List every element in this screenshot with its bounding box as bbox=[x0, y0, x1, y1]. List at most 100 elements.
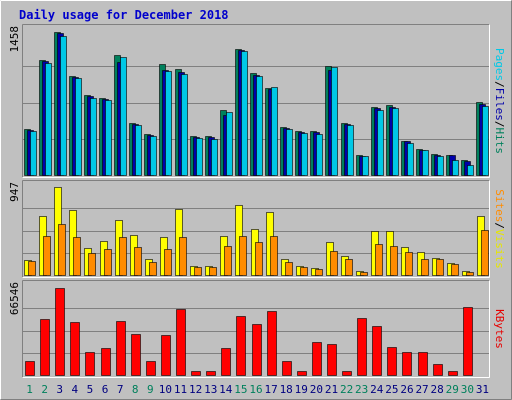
day-label: 4 bbox=[72, 383, 79, 396]
hits-bar-pages-day-29 bbox=[452, 160, 459, 176]
visits-bar-sites-day-30 bbox=[466, 272, 474, 276]
hits-bar-pages-day-25 bbox=[392, 108, 399, 176]
day-axis-labels: 1 2 3 4 5 6 7 8 9 10 11 12 13 14 15 16 17 18 19 20 21 22 23 24 2… bbox=[26, 383, 489, 396]
hits-bar-pages-day-5 bbox=[90, 98, 97, 176]
day-label: 14 bbox=[219, 383, 233, 396]
kbytes-bar-kbytes-day-27 bbox=[418, 352, 428, 376]
kbytes-bar-kbytes-day-22 bbox=[342, 371, 352, 376]
hits-bar-pages-day-9 bbox=[150, 136, 157, 176]
day-label: 26 bbox=[400, 383, 413, 396]
kbytes-bar-kbytes-day-9 bbox=[146, 361, 156, 376]
day-label: 28 bbox=[431, 383, 444, 396]
day-label: 8 bbox=[132, 383, 139, 396]
kbytes-bar-kbytes-day-10 bbox=[161, 335, 171, 376]
visits-bar-sites-day-14 bbox=[224, 246, 232, 276]
visits-bar-sites-day-29 bbox=[451, 264, 459, 276]
kbytes-bar-kbytes-day-29 bbox=[448, 371, 458, 376]
day-label: 11 bbox=[174, 383, 187, 396]
hits-bar-pages-day-7 bbox=[120, 57, 127, 176]
day-label: 20 bbox=[310, 383, 323, 396]
day-label: 18 bbox=[280, 383, 293, 396]
visits-bar-sites-day-21 bbox=[330, 251, 338, 276]
hits-bar-pages-day-10 bbox=[165, 71, 172, 176]
hits-max-label: 1458 bbox=[8, 26, 21, 53]
kbytes-bar-kbytes-day-7 bbox=[116, 321, 126, 376]
visits-bar-sites-day-25 bbox=[390, 246, 398, 276]
kbytes-bar-kbytes-day-12 bbox=[191, 371, 201, 376]
kbytes-bar-kbytes-day-6 bbox=[101, 348, 111, 376]
visits-bar-sites-day-28 bbox=[436, 259, 444, 276]
hits-bar-pages-day-19 bbox=[301, 133, 308, 176]
visits-bar-sites-day-31 bbox=[481, 230, 489, 276]
hits-bar-pages-day-6 bbox=[105, 100, 112, 176]
visits-bar-sites-day-9 bbox=[149, 262, 157, 276]
day-label: 29 bbox=[446, 383, 459, 396]
visits-bar-sites-day-4 bbox=[73, 237, 81, 276]
kbytes-bar-kbytes-day-11 bbox=[176, 309, 186, 376]
visits-legend-item: Sites bbox=[493, 189, 506, 222]
hits-legend-item: Hits bbox=[493, 128, 506, 155]
kbytes-panel: 66546 KBytes bbox=[8, 280, 506, 378]
kbytes-bar-kbytes-day-19 bbox=[297, 371, 307, 376]
day-label: 17 bbox=[264, 383, 277, 396]
visits-bar-sites-day-8 bbox=[134, 247, 142, 276]
day-label: 27 bbox=[415, 383, 428, 396]
kbytes-bar-kbytes-day-23 bbox=[357, 318, 367, 376]
visits-legend-item: / bbox=[493, 222, 506, 229]
kbytes-legend-item: KBytes bbox=[493, 309, 506, 349]
hits-bar-pages-day-22 bbox=[347, 125, 354, 176]
kbytes-bar-kbytes-day-3 bbox=[55, 288, 65, 376]
chart-panels: 1458 Pages/Files/Hits 947 Sites/Visits66546… bbox=[8, 24, 506, 378]
visits-bar-sites-day-6 bbox=[104, 249, 112, 276]
day-label: 3 bbox=[56, 383, 63, 396]
visits-bar-sites-day-27 bbox=[421, 259, 429, 276]
kbytes-bar-kbytes-day-15 bbox=[236, 316, 246, 376]
day-label: 7 bbox=[117, 383, 124, 396]
visits-legend-item: Visits bbox=[493, 229, 506, 269]
day-label: 30 bbox=[461, 383, 474, 396]
visits-panel: 947 Sites/Visits bbox=[8, 180, 506, 278]
kbytes-bar-kbytes-day-13 bbox=[206, 371, 216, 376]
day-label: 15 bbox=[234, 383, 247, 396]
day-label: 6 bbox=[102, 383, 109, 396]
day-label: 2 bbox=[41, 383, 48, 396]
kbytes-bar-kbytes-day-18 bbox=[282, 361, 292, 376]
hits-legend-item: / bbox=[493, 121, 506, 128]
visits-bar-sites-day-18 bbox=[285, 262, 293, 276]
day-label: 22 bbox=[340, 383, 353, 396]
kbytes-bar-kbytes-day-1 bbox=[25, 361, 35, 376]
kbytes-bar-kbytes-day-4 bbox=[70, 322, 80, 376]
hits-bar-pages-day-12 bbox=[196, 138, 203, 176]
hits-bar-pages-day-26 bbox=[407, 143, 414, 176]
hits-bar-pages-day-8 bbox=[135, 125, 142, 176]
kbytes-bar-kbytes-day-17 bbox=[267, 311, 277, 376]
visits-bar-sites-day-5 bbox=[88, 253, 96, 276]
hits-bar-pages-day-15 bbox=[241, 51, 248, 176]
hits-bar-pages-day-2 bbox=[45, 63, 52, 176]
visits-bar-sites-day-26 bbox=[405, 252, 413, 276]
hits-legend: Pages/Files/Hits bbox=[493, 48, 506, 154]
kbytes-bar-kbytes-day-25 bbox=[387, 347, 397, 376]
day-label: 31 bbox=[476, 383, 489, 396]
visits-bar-sites-day-3 bbox=[58, 224, 66, 276]
visits-bar-sites-day-1 bbox=[28, 261, 36, 276]
kbytes-bar-kbytes-day-16 bbox=[252, 324, 262, 376]
visits-legend: Sites/Visits bbox=[493, 189, 506, 269]
visits-bar-sites-day-2 bbox=[43, 236, 51, 276]
hits-legend-item: Files bbox=[493, 88, 506, 121]
visits-bar-sites-day-13 bbox=[209, 267, 217, 276]
visits-bar-sites-day-16 bbox=[255, 242, 263, 276]
day-label: 5 bbox=[87, 383, 94, 396]
hits-bar-pages-day-4 bbox=[75, 78, 82, 176]
hits-bar-pages-day-23 bbox=[362, 156, 369, 176]
visits-bar-sites-day-12 bbox=[194, 267, 202, 276]
hits-bar-pages-day-3 bbox=[60, 36, 67, 176]
hits-bar-pages-day-18 bbox=[286, 129, 293, 176]
hits-bar-pages-day-1 bbox=[30, 131, 37, 176]
kbytes-bar-kbytes-day-21 bbox=[327, 344, 337, 376]
hits-bar-pages-day-13 bbox=[211, 139, 218, 176]
visits-bar-sites-day-15 bbox=[239, 236, 247, 276]
kbytes-bar-kbytes-day-14 bbox=[221, 348, 231, 376]
hits-bar-pages-day-21 bbox=[331, 67, 338, 176]
